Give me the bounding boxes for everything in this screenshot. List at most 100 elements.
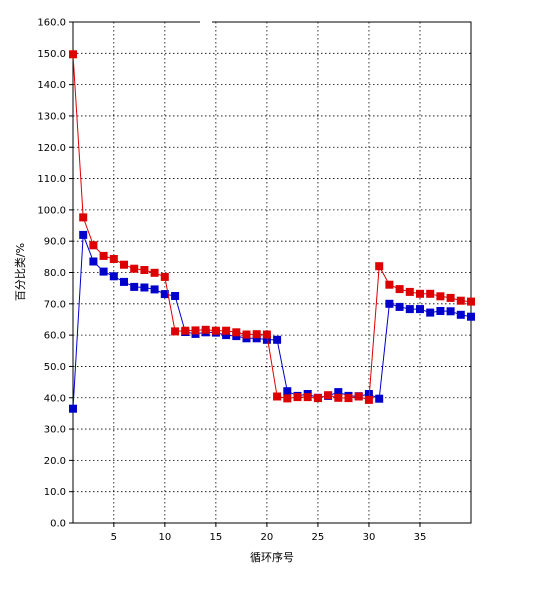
data-point: [99, 251, 108, 260]
y-tick-label: 50.0: [44, 362, 66, 373]
series-layer: [69, 50, 475, 413]
y-tick-label: 150.0: [37, 49, 66, 60]
data-point: [334, 393, 343, 402]
x-tick-label: 20: [261, 532, 274, 543]
data-point: [375, 394, 384, 403]
series-line: [72, 234, 472, 409]
data-point: [416, 289, 424, 298]
y-tick-label: 110.0: [37, 174, 66, 185]
data-point: [160, 290, 169, 299]
y-tick-label: 60.0: [44, 331, 66, 342]
data-point: [120, 260, 128, 269]
data-point: [69, 404, 77, 413]
data-point: [456, 310, 465, 319]
data-point: [89, 241, 98, 250]
data-point: [436, 292, 445, 301]
data-point: [242, 330, 251, 339]
data-point: [385, 299, 394, 308]
data-point: [395, 285, 404, 294]
data-point: [171, 327, 180, 336]
data-point: [385, 280, 394, 289]
data-point: [405, 305, 414, 314]
data-point: [446, 307, 455, 316]
title-gap: [200, 18, 212, 25]
data-point: [211, 326, 220, 335]
data-point: [405, 287, 414, 296]
data-point: [273, 335, 282, 344]
data-point: [303, 393, 312, 402]
x-tick-label: 35: [414, 532, 427, 543]
data-point: [436, 307, 445, 315]
y-tick-label: 40.0: [44, 393, 66, 404]
data-point: [109, 272, 118, 281]
x-tick-label: 25: [312, 532, 325, 543]
y-tick-label: 0.0: [50, 519, 66, 530]
y-tick-label: 70.0: [44, 299, 66, 310]
y-tick-label: 20.0: [44, 456, 66, 467]
x-tick-label: 5: [111, 532, 117, 543]
data-point: [191, 326, 200, 335]
data-point: [416, 305, 424, 314]
data-point: [344, 394, 353, 403]
y-axis-title: 百分比类/%: [13, 243, 27, 301]
data-point: [467, 297, 475, 306]
data-point: [395, 302, 404, 311]
data-point: [89, 257, 98, 266]
data-point: [150, 268, 159, 277]
data-point: [283, 387, 292, 396]
data-point: [334, 388, 343, 397]
data-point: [313, 394, 322, 403]
y-tick-label: 80.0: [44, 268, 66, 279]
data-point: [222, 331, 231, 340]
data-point: [375, 262, 384, 271]
data-point: [293, 393, 302, 402]
x-axis-title: 循环序号: [250, 550, 294, 564]
data-point: [426, 308, 435, 317]
data-point: [171, 292, 180, 300]
x-tick-label: 15: [210, 532, 223, 543]
data-point: [426, 289, 435, 298]
y-tick-label: 120.0: [37, 143, 66, 154]
y-tick-label: 160.0: [37, 18, 66, 29]
data-point: [262, 330, 271, 339]
data-point: [446, 293, 455, 302]
data-point: [160, 272, 169, 281]
data-point: [262, 335, 271, 344]
data-point: [273, 392, 282, 401]
data-point: [324, 391, 333, 400]
data-point: [456, 296, 465, 305]
data-point: [79, 213, 88, 222]
data-point: [201, 325, 210, 334]
y-tick-label: 100.0: [37, 205, 66, 216]
data-point: [120, 277, 128, 286]
data-point: [222, 326, 231, 335]
x-axis-ticks: 5 10 15 20 25 30 35: [111, 523, 427, 543]
data-point: [467, 312, 475, 321]
data-point: [140, 266, 149, 274]
y-tick-label: 130.0: [37, 111, 66, 122]
data-point: [150, 285, 159, 294]
red-series: [69, 50, 475, 404]
x-tick-label: 30: [363, 532, 376, 543]
blue-series: [69, 230, 475, 413]
data-point: [79, 230, 88, 239]
data-point: [69, 50, 77, 59]
data-point: [109, 255, 118, 263]
data-point: [252, 334, 261, 343]
data-point: [354, 392, 363, 401]
y-tick-label: 140.0: [37, 80, 66, 91]
y-axis-ticks: 0.0 10.0 20.0 30.0 40.0 50.0 60.0 70.0 80.0 90.0 1…: [37, 18, 73, 530]
data-point: [252, 330, 261, 339]
data-point: [283, 394, 292, 403]
y-tick-label: 10.0: [44, 487, 66, 498]
y-tick-label: 30.0: [44, 425, 66, 436]
data-point: [181, 326, 190, 335]
data-point: [99, 267, 108, 276]
y-tick-label: 90.0: [44, 237, 66, 248]
data-point: [140, 283, 149, 292]
data-point: [130, 282, 139, 291]
data-point: [130, 264, 139, 273]
data-point: [364, 395, 373, 404]
gridlines: [73, 22, 471, 523]
